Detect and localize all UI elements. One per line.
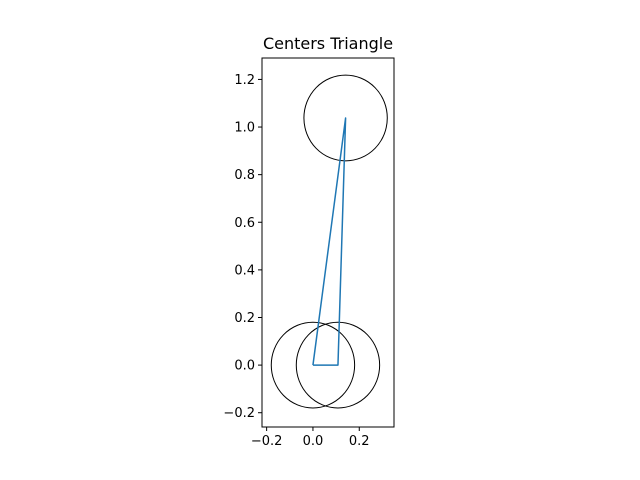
x-tick-label: −0.2 <box>251 434 283 449</box>
plot-content <box>270 74 388 409</box>
x-tick-label: 0.0 <box>303 434 324 449</box>
y-axis: −0.2 0.0 0.2 0.4 0.6 0.8 1.0 1.2 <box>223 73 262 421</box>
triangle-line-1 <box>312 117 347 366</box>
y-tick-label: 1.0 <box>234 121 255 136</box>
y-tick-label: 0.6 <box>234 216 255 231</box>
y-tick-label: 0.4 <box>234 263 255 278</box>
y-tick-label: 1.2 <box>234 73 255 88</box>
y-tick-label: −0.2 <box>223 406 255 421</box>
axes-frame <box>261 57 395 428</box>
circle-2 <box>295 321 381 409</box>
y-tick-label: 0.2 <box>234 311 255 326</box>
circle-3 <box>303 74 388 162</box>
x-tick-label: 0.2 <box>349 434 370 449</box>
circle-1 <box>270 321 356 409</box>
chart-title: Centers Triangle <box>263 34 393 53</box>
y-tick-label: 0.8 <box>234 168 255 183</box>
y-tick-label: 0.0 <box>234 359 255 374</box>
x-axis: −0.2 0.0 0.2 <box>251 427 370 449</box>
